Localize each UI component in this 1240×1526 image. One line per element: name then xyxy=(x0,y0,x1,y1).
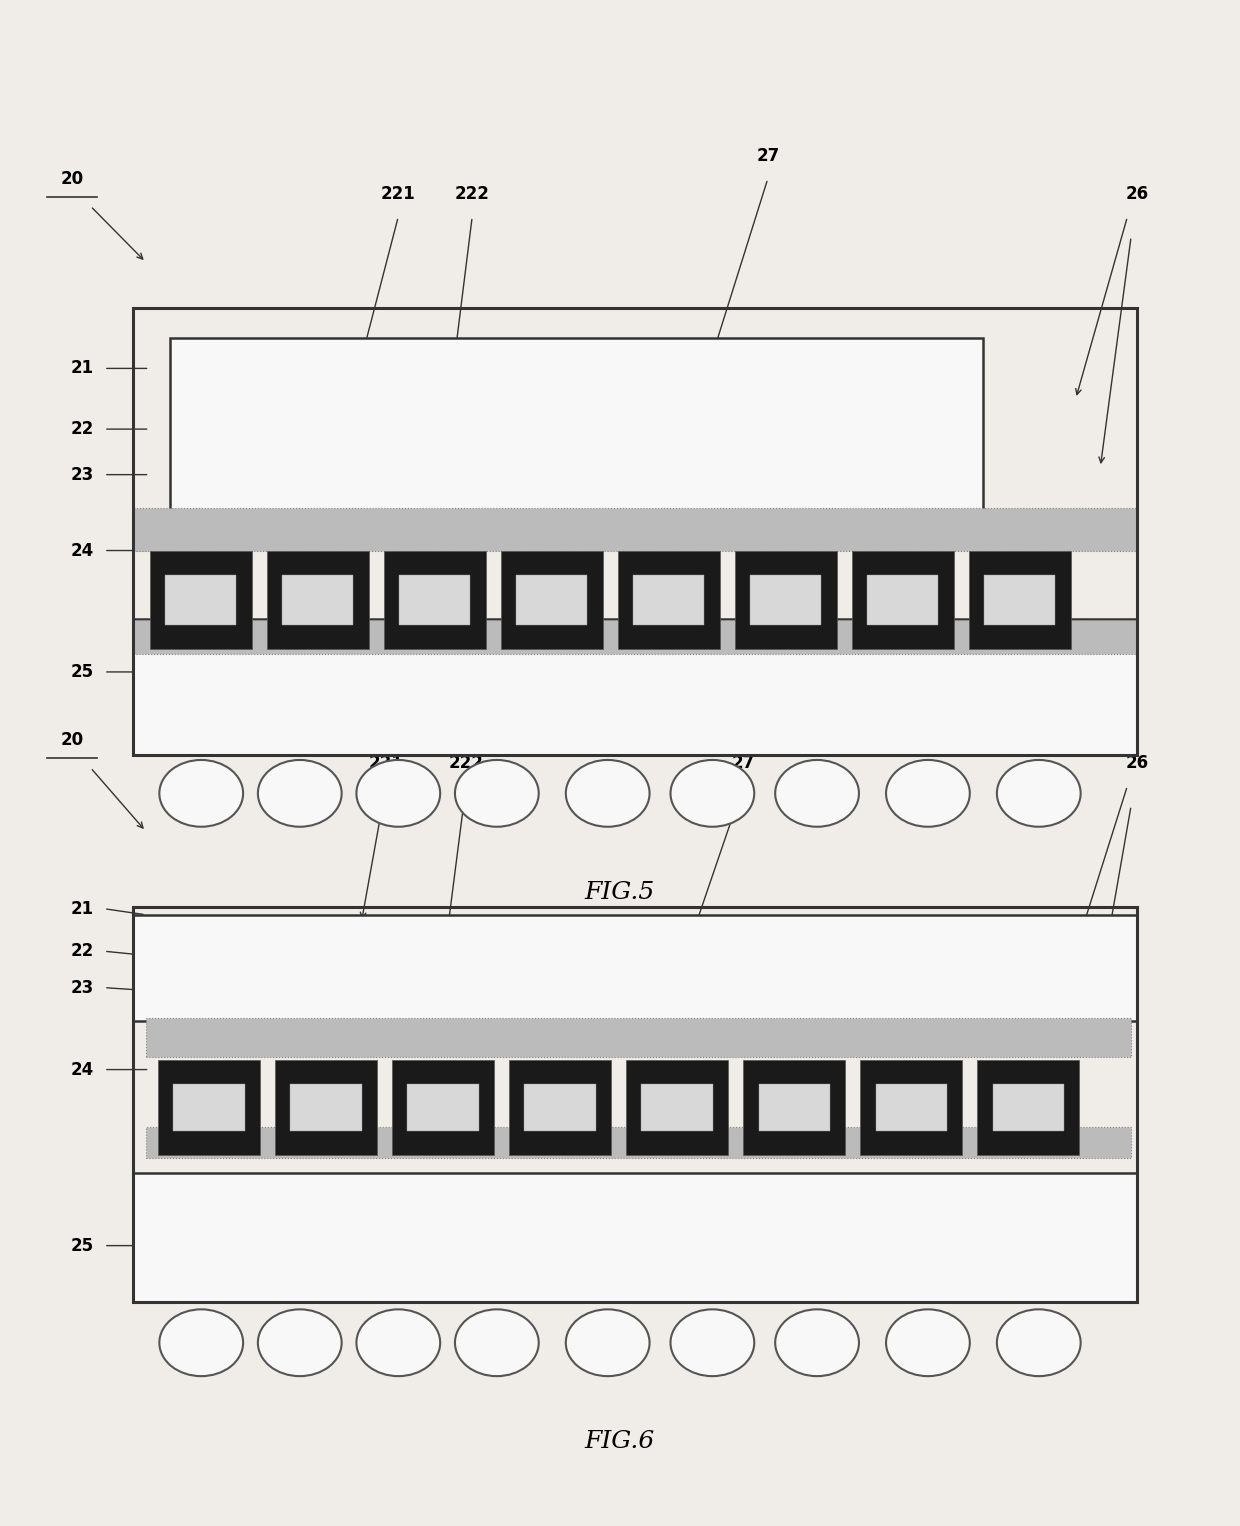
Ellipse shape xyxy=(160,1309,243,1376)
Text: 222: 222 xyxy=(455,185,490,203)
Ellipse shape xyxy=(997,1309,1080,1376)
Bar xyxy=(281,575,353,624)
Text: 24: 24 xyxy=(71,1061,93,1079)
Bar xyxy=(275,1061,377,1155)
Bar xyxy=(134,1173,1137,1302)
Text: 20: 20 xyxy=(61,731,83,749)
Text: 26: 26 xyxy=(1126,754,1149,772)
Bar xyxy=(525,1083,596,1131)
Bar xyxy=(875,1083,947,1131)
Text: 21: 21 xyxy=(71,900,93,917)
Bar xyxy=(618,551,719,649)
Bar xyxy=(626,1061,728,1155)
Ellipse shape xyxy=(356,760,440,827)
Ellipse shape xyxy=(356,1309,440,1376)
Bar xyxy=(134,508,1137,551)
Bar xyxy=(510,1061,611,1155)
Ellipse shape xyxy=(887,1309,970,1376)
Bar xyxy=(134,906,1137,1302)
Text: 23: 23 xyxy=(71,978,93,996)
Ellipse shape xyxy=(455,1309,538,1376)
Ellipse shape xyxy=(671,760,754,827)
Ellipse shape xyxy=(775,1309,859,1376)
Bar xyxy=(146,1128,1131,1158)
Bar xyxy=(516,575,588,624)
Bar xyxy=(632,575,704,624)
Ellipse shape xyxy=(775,760,859,827)
Bar xyxy=(159,1061,260,1155)
Bar xyxy=(170,339,983,513)
Text: 22: 22 xyxy=(71,420,93,438)
Ellipse shape xyxy=(887,760,970,827)
Bar xyxy=(174,1083,246,1131)
Bar xyxy=(134,308,1137,755)
Bar xyxy=(267,551,368,649)
Bar xyxy=(146,1018,1131,1058)
Bar xyxy=(383,551,486,649)
Text: 221: 221 xyxy=(381,185,415,203)
Ellipse shape xyxy=(565,760,650,827)
Bar xyxy=(165,575,237,624)
Bar xyxy=(992,1083,1064,1131)
Text: 25: 25 xyxy=(71,662,93,681)
Text: 21: 21 xyxy=(71,360,93,377)
Bar xyxy=(150,551,252,649)
Bar xyxy=(408,1083,479,1131)
Ellipse shape xyxy=(455,760,538,827)
Bar xyxy=(134,914,1137,1021)
Text: 25: 25 xyxy=(71,1236,93,1254)
Bar xyxy=(861,1061,962,1155)
Bar xyxy=(134,621,1137,653)
Text: 20: 20 xyxy=(61,169,83,188)
Bar xyxy=(743,1061,846,1155)
Text: 27: 27 xyxy=(756,146,780,165)
Bar xyxy=(392,1061,495,1155)
Bar xyxy=(641,1083,713,1131)
Ellipse shape xyxy=(160,760,243,827)
Bar xyxy=(134,620,1137,755)
Ellipse shape xyxy=(258,1309,342,1376)
Text: 23: 23 xyxy=(71,465,93,484)
Text: 22n: 22n xyxy=(1022,1288,1056,1306)
Text: 26: 26 xyxy=(1126,185,1149,203)
Bar xyxy=(501,551,603,649)
Bar xyxy=(867,575,939,624)
Bar xyxy=(759,1083,830,1131)
Text: FIG.5: FIG.5 xyxy=(585,881,655,903)
Bar xyxy=(750,575,821,624)
Bar xyxy=(983,575,1055,624)
Ellipse shape xyxy=(565,1309,650,1376)
Text: 221: 221 xyxy=(368,754,403,772)
Bar xyxy=(734,551,837,649)
Text: 222: 222 xyxy=(449,754,484,772)
Ellipse shape xyxy=(671,1309,754,1376)
Text: 22: 22 xyxy=(71,942,93,960)
Bar xyxy=(968,551,1071,649)
Text: 24: 24 xyxy=(71,542,93,560)
Text: FIG.6: FIG.6 xyxy=(585,1430,655,1453)
Bar xyxy=(977,1061,1079,1155)
Bar xyxy=(399,575,470,624)
Ellipse shape xyxy=(997,760,1080,827)
Bar xyxy=(290,1083,362,1131)
Bar xyxy=(852,551,954,649)
Text: 27: 27 xyxy=(732,754,755,772)
Text: 22n: 22n xyxy=(1040,693,1075,711)
Ellipse shape xyxy=(258,760,342,827)
